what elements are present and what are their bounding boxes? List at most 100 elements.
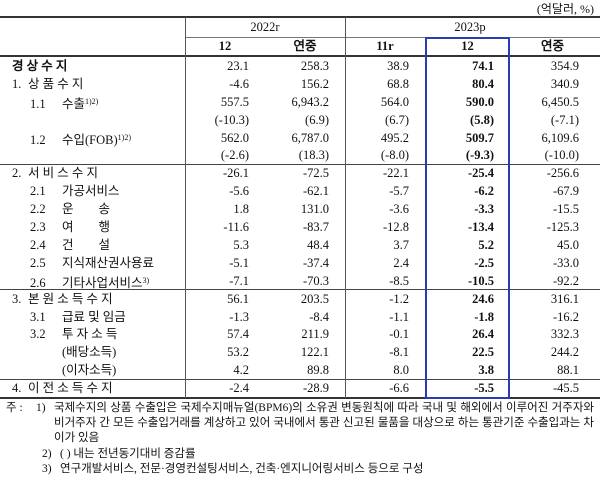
cell-value: (-9.3)	[465, 148, 494, 163]
row-name: 운 송	[62, 202, 111, 217]
row-name: (이자소득)	[62, 363, 117, 378]
cell-value: -2.4	[229, 381, 249, 396]
row-label: 3.2 투 자 소 득	[30, 325, 117, 343]
cell-value: 3.8	[478, 363, 494, 378]
row-name: 수출	[62, 96, 86, 111]
note-mark: 1)	[36, 402, 46, 414]
cell-value: 6,787.0	[291, 130, 330, 145]
group-header: 2023p	[454, 20, 486, 34]
row-number: 2.3	[30, 220, 46, 235]
column-header: 11r	[376, 39, 394, 53]
row-label: 2.5 지식재산권사용료	[30, 254, 154, 272]
row-number: 2.	[12, 166, 22, 181]
row-name: 건 설	[62, 237, 111, 252]
cell-value: 6,943.2	[291, 94, 330, 109]
cell-value: -5.5	[474, 381, 494, 396]
row-name: 수입(FOB)	[62, 132, 118, 147]
cell-value: -37.4	[302, 255, 329, 270]
row-name: 여 행	[62, 220, 111, 235]
cell-value: (6.7)	[385, 112, 409, 127]
cell-value: (6.9)	[305, 112, 329, 127]
row-number: 2.6	[30, 275, 46, 290]
cell-value: -125.3	[546, 220, 579, 235]
cell-value: -7.1	[229, 273, 249, 288]
row-name: 가공서비스	[62, 184, 120, 199]
cell-value: 495.2	[380, 130, 409, 145]
column-header: 12	[218, 39, 232, 53]
cell-value: 5.2	[478, 237, 494, 252]
unit: (억달러, %)	[536, 2, 594, 16]
cell-value: 354.9	[550, 59, 579, 73]
cell-value: -1.2	[389, 291, 409, 306]
cell-value: 89.8	[307, 363, 329, 378]
cell-value: -25.4	[467, 166, 494, 181]
row-number: 4.	[12, 381, 22, 396]
row-label: 1.1 수출1)2)	[30, 93, 98, 113]
cell-value: 38.9	[387, 59, 409, 73]
cell-value: -5.1	[229, 255, 249, 270]
row-name: 경 상 수 지	[12, 59, 68, 73]
cell-value: 1.8	[233, 202, 249, 217]
rule	[0, 16, 600, 18]
group-header: 2022r	[250, 20, 280, 34]
row-number: 3.	[12, 291, 22, 306]
cell-value: -5.7	[389, 184, 409, 199]
cell-value: 340.9	[550, 76, 579, 91]
cell-value: -72.5	[302, 166, 329, 181]
cell-value: 122.1	[300, 345, 329, 360]
cell-value: 68.8	[387, 76, 409, 91]
cell-value: -1.8	[474, 309, 494, 324]
row-number: 2.4	[30, 237, 46, 252]
row-label: 2.4 건 설	[30, 236, 110, 254]
row-label: 2.3 여 행	[30, 218, 110, 236]
cell-value: -33.0	[552, 255, 579, 270]
row-number: 3.2	[30, 327, 46, 342]
footnote-ref: 1)2)	[85, 96, 99, 106]
row-name: 서 비 스 수 지	[28, 166, 99, 181]
cell-value: 24.6	[472, 291, 494, 306]
section-rule	[0, 289, 600, 291]
row-name: 지식재산권사용료	[62, 255, 155, 270]
column-header: 12	[461, 39, 474, 53]
cell-value: -6.2	[474, 184, 494, 199]
cell-value: -3.6	[389, 202, 409, 217]
cell-value: -1.3	[229, 309, 249, 324]
row-label: 1.2 수입(FOB)1)2)	[30, 129, 131, 149]
cell-value: 244.2	[550, 345, 579, 360]
cell-value: (-8.0)	[380, 148, 409, 163]
row-number: 1.2	[30, 132, 46, 147]
row-label: (이자소득)	[62, 361, 116, 379]
cell-value: -45.5	[552, 381, 579, 396]
note-mark: 2)	[42, 448, 52, 460]
cell-value: 6,450.5	[541, 94, 580, 109]
cell-value: -28.9	[302, 381, 329, 396]
row-label: 3.1 급료 및 임금	[30, 308, 126, 326]
cell-value: 557.5	[220, 94, 249, 109]
note-text: 국제수지의 상품 수출입은 국제수지매뉴얼(BPM6)의 소유권 변동원칙에 따…	[54, 402, 594, 444]
column-header: 연중	[293, 39, 317, 53]
cell-value: 4.2	[233, 363, 249, 378]
cell-value: -256.6	[546, 166, 579, 181]
cell-value: 131.0	[300, 202, 329, 217]
cell-value: 562.0	[220, 130, 249, 145]
cell-value: (-10.3)	[214, 112, 249, 127]
row-label: 1. 상 품 수 지	[12, 75, 83, 93]
cell-value: -0.1	[389, 327, 409, 342]
rule	[0, 55, 600, 57]
cell-value: -8.5	[389, 273, 409, 288]
cell-value: -13.4	[467, 220, 494, 235]
cell-value: -1.1	[389, 309, 409, 324]
cell-value: 48.4	[307, 237, 329, 252]
footnote-ref: 1)2)	[117, 132, 131, 142]
cell-value: 53.2	[227, 345, 249, 360]
cell-value: 26.4	[472, 327, 494, 342]
row-name: 이 전 소 득 수 지	[28, 381, 113, 396]
cell-value: -70.3	[302, 273, 329, 288]
note-text: ( ) 내는 전년동기대비 증감률	[60, 448, 196, 460]
cell-value: 316.1	[550, 291, 579, 306]
divider	[185, 17, 186, 398]
cell-value: 23.1	[227, 59, 249, 73]
column-header: 연중	[540, 39, 564, 53]
cell-value: 22.5	[472, 345, 494, 360]
